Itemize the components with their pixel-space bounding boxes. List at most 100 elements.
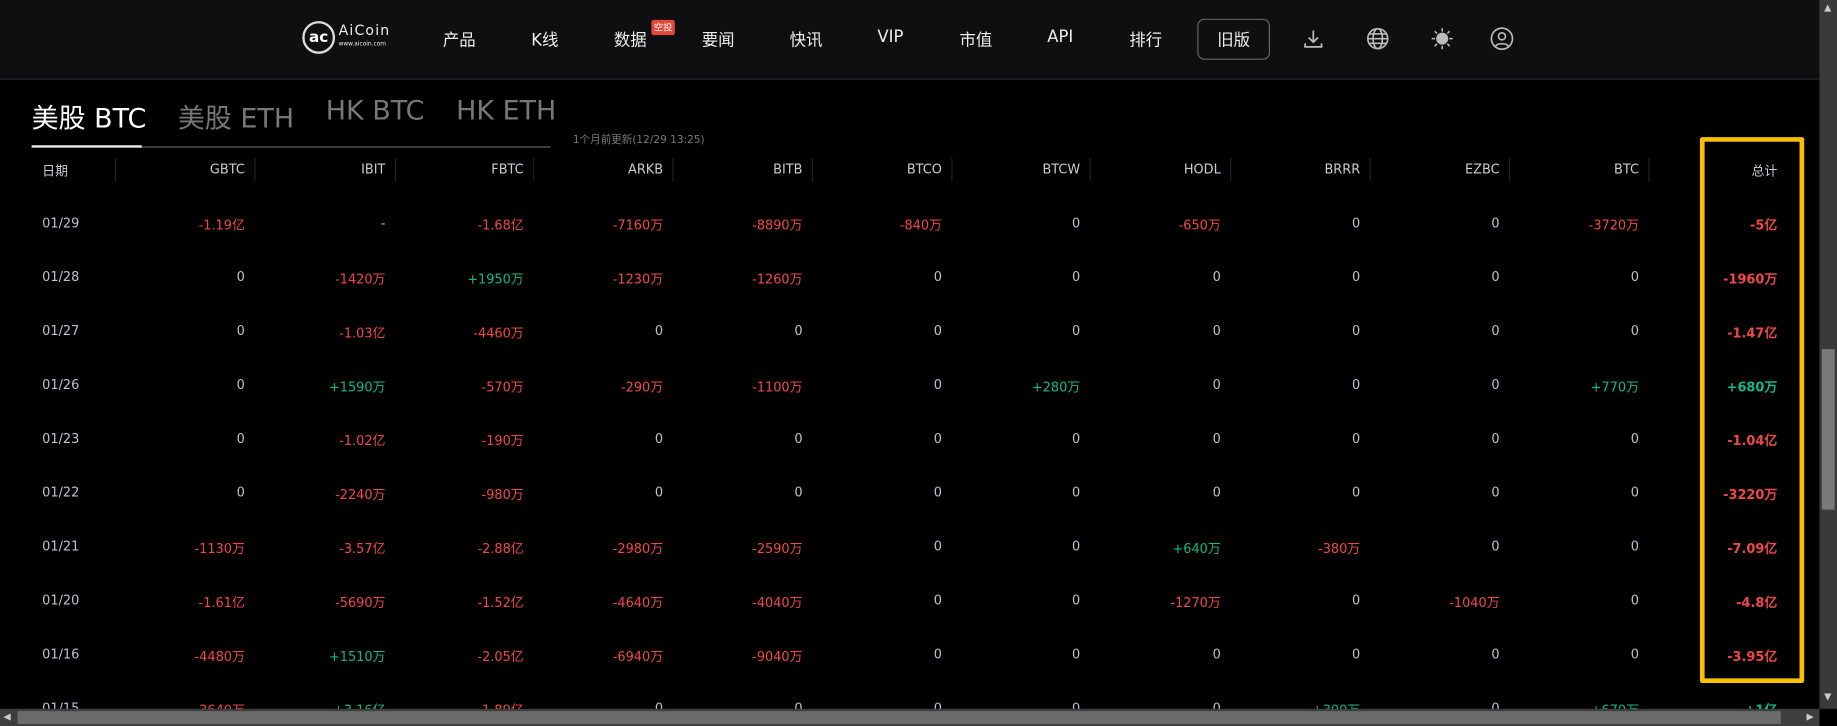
flow-cell: 0	[1491, 485, 1500, 501]
flow-cell: 0	[1071, 592, 1081, 609]
scroll-right-icon[interactable]: ▶	[1806, 711, 1814, 722]
column-header[interactable]: BTCW	[1042, 161, 1081, 177]
table-row: 01/20 -1.61亿 -5690万 -1.52亿 -4640万 -4040万 0 0 -12…	[0, 593, 1804, 616]
column-header[interactable]: GBTC	[209, 161, 245, 177]
flow-cell: -7160万	[612, 217, 664, 234]
flow-cell: 0	[1071, 538, 1081, 555]
column-header[interactable]: BRRR	[1324, 161, 1361, 177]
flow-cell: 0	[1212, 485, 1221, 501]
column-header[interactable]: ARKB	[628, 161, 664, 177]
column-separator	[533, 158, 535, 182]
scroll-up-icon[interactable]: ▲	[1824, 2, 1832, 13]
flow-cell: 0	[933, 538, 942, 555]
flow-cell: -1100万	[752, 379, 803, 395]
flow-cell: -1.03亿	[339, 325, 386, 341]
table-row: 01/22 0 -2240万 -980万 0 0 0 0 0 0 0 0 -3220万	[0, 485, 1804, 508]
nav-item[interactable]: 快讯	[789, 31, 823, 51]
flow-cell: 0	[1351, 646, 1361, 662]
flow-cell: 0	[1630, 485, 1640, 501]
date-cell: 01/22	[42, 485, 80, 501]
column-separator	[394, 158, 396, 182]
horizontal-scrollbar[interactable]: ◀ ▶	[0, 708, 1820, 726]
horizontal-scroll-thumb[interactable]	[17, 711, 1781, 725]
column-header[interactable]: HODL	[1183, 161, 1221, 177]
theme-sun-icon[interactable]	[1430, 27, 1453, 50]
nav-item[interactable]: 排行	[1129, 31, 1163, 51]
flow-cell: +770万	[1590, 379, 1640, 395]
flow-cell: -2.05亿	[477, 649, 524, 665]
globe-icon[interactable]	[1366, 27, 1389, 50]
date-cell: 01/29	[42, 215, 80, 231]
tab[interactable]: 美股 ETH	[177, 104, 295, 135]
flow-cell: 0	[1351, 377, 1361, 393]
nav-item[interactable]: 市值	[959, 31, 993, 51]
column-header[interactable]: BTCO	[906, 161, 942, 177]
flow-cell: -4640万	[612, 595, 664, 611]
column-header[interactable]: BITB	[773, 161, 803, 177]
table-header: 日期 GBTC IBIT FBTC ARKB BITB BTCO BTCW HODL BRRR EZ…	[0, 158, 1804, 185]
flow-cell: -1.02亿	[339, 433, 386, 449]
nav-item[interactable]: 产品	[442, 31, 476, 51]
old-version-button[interactable]: 旧版	[1197, 18, 1270, 60]
scroll-down-icon[interactable]: ▼	[1824, 691, 1832, 702]
vertical-scrollbar[interactable]: ▲ ▼	[1819, 0, 1837, 709]
flow-cell: -2240万	[335, 487, 386, 503]
flow-cell: 0	[1212, 646, 1221, 662]
nav-item[interactable]: 数据	[613, 31, 647, 51]
total-cell: -4.8亿	[1736, 595, 1778, 611]
flow-cell: 0	[1071, 215, 1081, 231]
flow-cell: -6940万	[612, 649, 664, 665]
flow-cell: -3720万	[1588, 217, 1640, 234]
tab[interactable]: 美股 BTC	[31, 104, 147, 135]
column-header[interactable]: BTC	[1614, 161, 1640, 177]
flow-cell: 0	[236, 269, 245, 285]
nav-item[interactable]: API	[1047, 28, 1074, 47]
nav-item[interactable]: 要闻	[701, 31, 735, 51]
flow-cell: 0	[933, 646, 942, 662]
scroll-left-icon[interactable]: ◀	[3, 711, 11, 722]
download-icon[interactable]	[1302, 27, 1325, 50]
flow-cell: 0	[794, 323, 803, 339]
column-header[interactable]: 日期	[42, 164, 68, 180]
flow-cell: -650万	[1178, 217, 1221, 234]
flow-cell: 0	[1212, 431, 1221, 447]
aicoin-logo[interactable]: ac AiCoin www.aicoin.com	[302, 21, 390, 54]
date-cell: 01/28	[42, 269, 80, 285]
flow-cell: 0	[654, 485, 664, 501]
flow-cell: 0	[1212, 323, 1221, 339]
flow-cell: 0	[933, 323, 942, 339]
vertical-scroll-thumb[interactable]	[1821, 349, 1835, 510]
flow-cell: 0	[1351, 485, 1361, 501]
flow-cell: 0	[236, 323, 245, 339]
flow-cell: 0	[933, 377, 942, 393]
flow-cell: -980万	[481, 487, 524, 503]
total-cell: -1960万	[1723, 271, 1778, 288]
date-cell: 01/27	[42, 323, 80, 339]
column-separator	[1230, 158, 1232, 182]
column-separator	[254, 158, 256, 182]
tab[interactable]: HK ETH	[456, 96, 557, 127]
flow-cell: 0	[933, 485, 942, 501]
flow-cell: 0	[933, 592, 942, 609]
tab-divider	[31, 146, 551, 148]
nav-item[interactable]: K线	[531, 31, 559, 51]
nav-item[interactable]: VIP	[877, 28, 904, 47]
tab[interactable]: HK BTC	[325, 96, 425, 127]
column-header[interactable]: FBTC	[491, 161, 524, 177]
flow-cell: -840万	[899, 217, 942, 234]
user-icon[interactable]	[1490, 27, 1514, 51]
flow-cell: 0	[794, 701, 802, 716]
logo-subtext: www.aicoin.com	[338, 41, 387, 49]
column-header[interactable]: 总计	[1751, 164, 1778, 180]
total-column-highlight	[1699, 137, 1805, 684]
date-cell: 01/23	[42, 431, 80, 447]
date-cell: 01/21	[42, 538, 80, 555]
total-cell: +680万	[1726, 379, 1778, 395]
column-header[interactable]: EZBC	[1464, 161, 1500, 177]
flow-cell: -190万	[481, 433, 524, 449]
column-separator	[1369, 158, 1371, 182]
column-header[interactable]: IBIT	[361, 161, 386, 177]
flow-cell: 0	[1351, 592, 1361, 609]
column-separator	[1089, 158, 1091, 182]
total-cell: -1.47亿	[1727, 325, 1778, 341]
